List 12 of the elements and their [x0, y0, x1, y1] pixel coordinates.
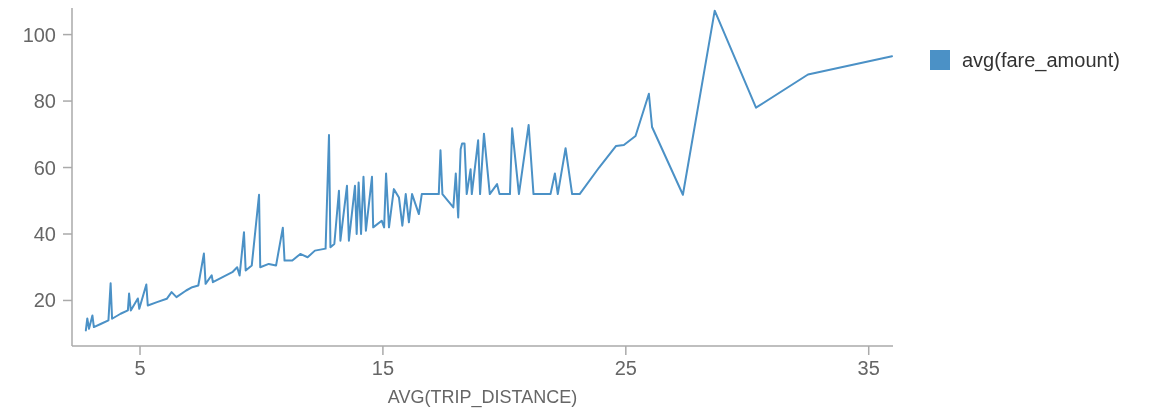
y-tick-label: 60: [33, 156, 56, 179]
x-tick-label: 15: [371, 357, 395, 379]
y-tick-label: 100: [22, 23, 56, 46]
x-axis-title: AVG(TRIP_DISTANCE): [387, 387, 578, 408]
y-tick-label: 40: [33, 223, 56, 245]
line-series: [84, 9, 894, 332]
x-tick-label: 25: [614, 357, 637, 379]
y-tick-label: 20: [33, 289, 56, 312]
y-tick-label: 80: [33, 90, 56, 113]
x-tick-label: 5: [134, 357, 146, 379]
legend-label: avg(fare_amount): [962, 49, 1120, 72]
x-tick-label: 35: [857, 357, 880, 379]
